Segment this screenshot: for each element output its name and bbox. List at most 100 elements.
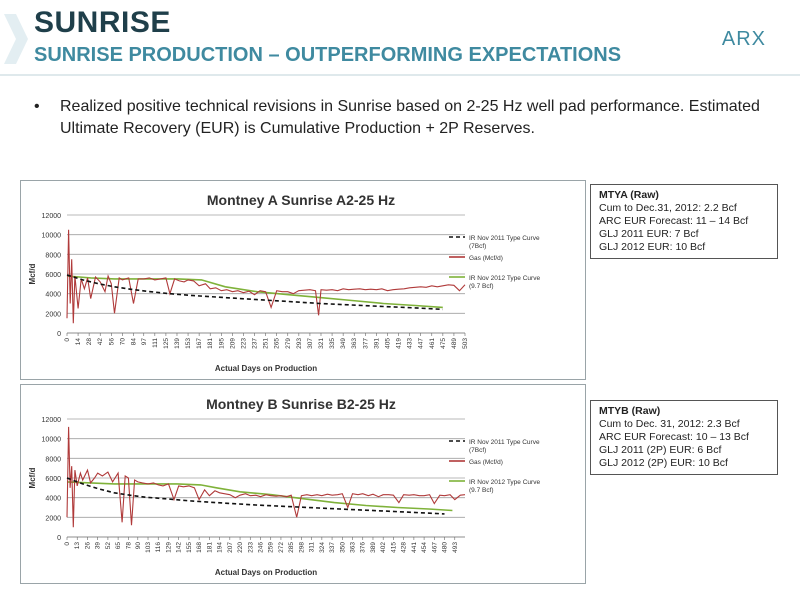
b-series-line-0 (66, 477, 445, 515)
chevron-icon (4, 14, 28, 64)
y-tick-label: 0 (57, 535, 61, 542)
x-tick-label: 433 (407, 338, 414, 349)
x-tick-label: 389 (370, 542, 377, 553)
x-tick-label: 111 (152, 338, 159, 348)
info-line: Cum to Dec.31, 2012: 2.2 Bcf (599, 202, 737, 214)
x-tick-label: 307 (307, 338, 314, 349)
y-tick-label: 10000 (42, 233, 62, 240)
x-tick-label: 26 (84, 542, 91, 550)
x-tick-label: 415 (390, 542, 397, 553)
x-tick-label: 209 (229, 338, 236, 349)
b-series-line-1 (66, 426, 466, 528)
info-line: ARC EUR Forecast: 10 – 13 Bcf (599, 431, 749, 443)
x-tick-label: 311 (309, 542, 316, 553)
y-axis-label: Mcf/d (28, 467, 37, 488)
x-tick-label: 335 (329, 338, 336, 349)
page-subtitle: SUNRISE PRODUCTION – OUTPERFORMING EXPEC… (34, 44, 622, 66)
y-tick-label: 4000 (45, 292, 61, 299)
info-heading: MTYA (Raw) (599, 189, 659, 201)
legend-label: (7Bcf) (469, 447, 486, 454)
x-tick-label: 480 (442, 542, 449, 553)
x-tick-label: 220 (237, 542, 244, 553)
x-tick-label: 350 (339, 542, 346, 553)
x-tick-label: 428 (401, 542, 408, 553)
x-tick-label: 363 (350, 542, 357, 553)
legend-label: IR Nov 2012 Type Curve (469, 479, 540, 486)
info-box-mtyb: MTYB (Raw) Cum to Dec. 31, 2012: 2.3 Bcf… (590, 400, 778, 475)
chart-panel-b: Montney B Sunrise B2-25 Hz 0 2000 4000 6000 8… (20, 384, 586, 584)
x-tick-label: 298 (298, 542, 305, 553)
x-tick-label: 279 (285, 338, 292, 349)
y-tick-label: 0 (57, 331, 61, 338)
x-tick-label: 168 (196, 542, 203, 553)
legend-label: (9.7 Bcf) (469, 283, 494, 290)
x-tick-label: 259 (268, 542, 275, 553)
info-heading: MTYB (Raw) (599, 405, 661, 417)
x-tick-label: 293 (296, 338, 303, 349)
x-tick-label: 167 (196, 338, 203, 349)
x-tick-label: 324 (319, 542, 326, 553)
x-tick-label: 441 (411, 542, 418, 553)
x-tick-label: 233 (247, 542, 254, 553)
x-tick-label: 39 (95, 542, 102, 550)
legend-label: IR Nov 2012 Type Curve (469, 275, 540, 282)
info-line: GLJ 2012 EUR: 10 Bcf (599, 241, 706, 253)
x-axis-label: Actual Days on Production (215, 568, 317, 577)
x-tick-label: 475 (440, 338, 447, 349)
legend-label: (9.7 Bcf) (469, 487, 494, 494)
x-tick-label: 28 (86, 338, 93, 346)
x-axis-label: Actual Days on Production (215, 364, 317, 373)
x-tick-label: 285 (288, 542, 295, 553)
x-tick-label: 461 (429, 338, 436, 349)
legend-label: IR Nov 2011 Type Curve (469, 439, 540, 446)
x-tick-label: 0 (64, 338, 71, 342)
x-tick-label: 447 (418, 338, 425, 349)
x-tick-label: 251 (263, 338, 270, 349)
x-tick-label: 246 (257, 542, 264, 553)
legend-label: Gas (Mcf/d) (469, 255, 503, 262)
info-box-mtya: MTYA (Raw) Cum to Dec.31, 2012: 2.2 Bcf … (590, 184, 778, 259)
x-tick-label: 142 (176, 542, 183, 553)
y-tick-label: 10000 (42, 437, 62, 444)
y-tick-label: 6000 (45, 272, 61, 279)
y-tick-label: 12000 (42, 417, 62, 424)
x-tick-label: 349 (340, 338, 347, 349)
y-tick-label: 12000 (42, 213, 62, 220)
x-tick-label: 42 (97, 338, 104, 346)
chart-montney-a: Montney A Sunrise A2-25 Hz 0 2000 4000 6000 8… (28, 192, 540, 373)
legend-label: (7Bcf) (469, 243, 486, 250)
company-logo: ARX (721, 28, 766, 50)
x-tick-label: 493 (452, 542, 459, 553)
x-tick-label: 391 (373, 338, 380, 349)
x-tick-label: 194 (217, 542, 224, 553)
x-tick-label: 181 (206, 542, 213, 553)
x-tick-label: 405 (384, 338, 391, 349)
x-tick-label: 139 (174, 338, 181, 349)
x-tick-label: 207 (227, 542, 234, 553)
x-tick-label: 402 (380, 542, 387, 553)
x-tick-label: 195 (218, 338, 225, 349)
x-tick-label: 52 (105, 542, 112, 550)
a-series-line-2 (66, 275, 443, 309)
a-series-line-0 (66, 274, 443, 311)
y-tick-label: 8000 (45, 252, 61, 259)
y-tick-label: 2000 (45, 311, 61, 318)
x-tick-label: 90 (135, 542, 142, 550)
chart-montney-b: Montney B Sunrise B2-25 Hz 0 2000 4000 6000 8… (28, 396, 540, 577)
info-line: GLJ 2012 (2P) EUR: 10 Bcf (599, 457, 728, 469)
x-tick-label: 65 (115, 542, 122, 550)
info-line: GLJ 2011 (2P) EUR: 6 Bcf (599, 444, 722, 456)
x-tick-label: 454 (421, 542, 428, 553)
page-title: SUNRISE (34, 6, 171, 39)
x-tick-label: 337 (329, 542, 336, 553)
y-axis-label: Mcf/d (28, 263, 37, 284)
info-line: ARC EUR Forecast: 11 – 14 Bcf (599, 215, 749, 227)
legend-label: Gas (Mcf/d) (469, 459, 503, 466)
x-tick-label: 419 (396, 338, 403, 349)
x-tick-label: 125 (163, 338, 170, 349)
info-line: Cum to Dec. 31, 2012: 2.3 Bcf (599, 418, 740, 430)
chart-panel-a: Montney A Sunrise A2-25 Hz 0 2000 4000 6000 8… (20, 180, 586, 380)
x-tick-label: 321 (318, 338, 325, 349)
x-tick-label: 377 (362, 338, 369, 349)
x-tick-label: 13 (74, 542, 81, 550)
